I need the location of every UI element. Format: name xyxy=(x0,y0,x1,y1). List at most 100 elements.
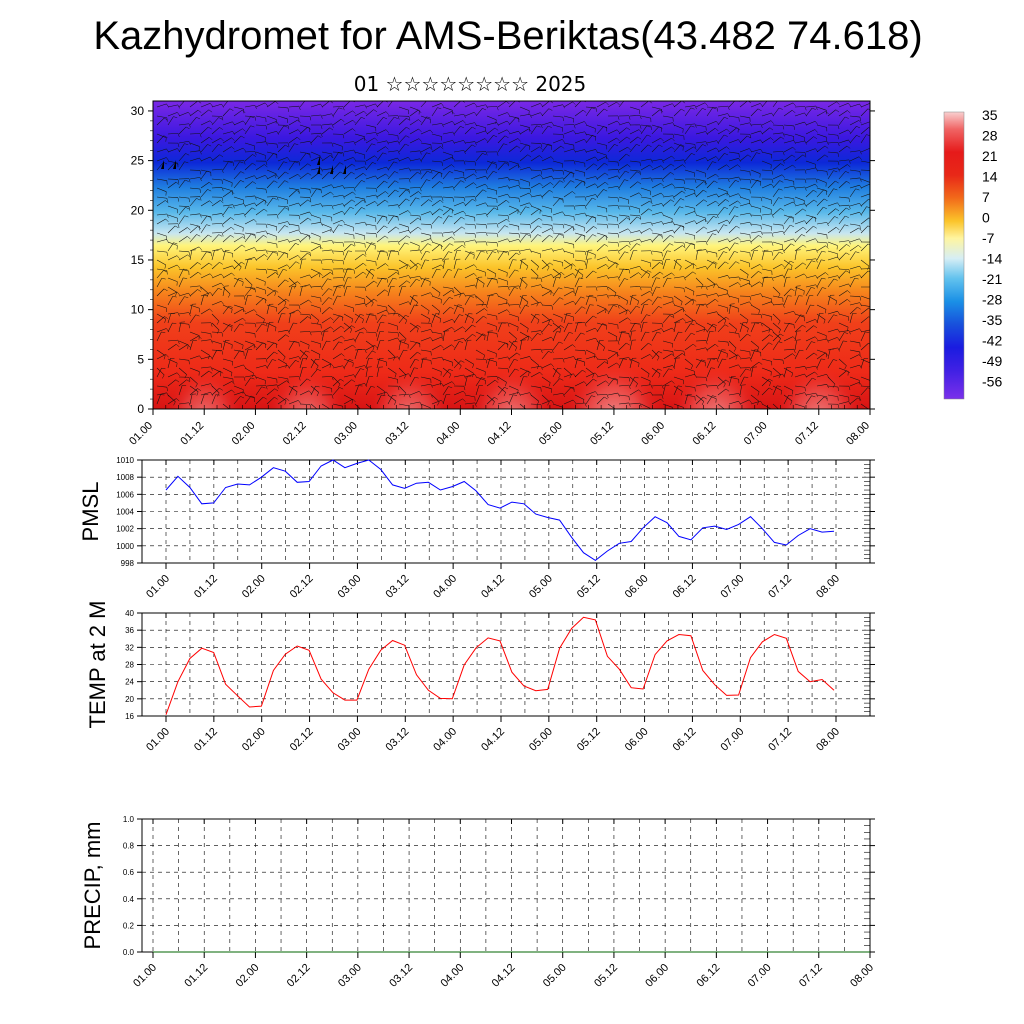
wind-barb xyxy=(453,113,464,117)
wind-barb xyxy=(266,342,275,351)
wind-barb xyxy=(508,130,519,135)
wind-barb xyxy=(266,322,270,333)
wind-barb xyxy=(552,248,563,252)
wind-barb-flag xyxy=(716,311,719,316)
wind-barb-flag xyxy=(517,389,519,394)
wind-barb xyxy=(497,342,506,351)
wind-barb xyxy=(827,295,837,302)
wind-barb-flag xyxy=(315,358,320,361)
wind-barb-flag xyxy=(859,171,861,176)
wind-barb xyxy=(750,340,759,348)
wind-barb xyxy=(706,233,713,243)
wind-barb xyxy=(849,397,859,405)
wind-barb-flag xyxy=(606,224,609,229)
wind-barb xyxy=(497,302,508,306)
wind-barb-flag xyxy=(724,116,729,120)
wind-barb xyxy=(739,277,750,282)
wind-barb xyxy=(453,120,464,126)
wind-barb-flag xyxy=(716,121,719,125)
wind-barb-flag xyxy=(573,356,576,361)
wind-barb xyxy=(761,328,772,333)
wind-barb xyxy=(838,204,849,207)
wind-barb xyxy=(849,156,860,162)
wind-barb-flag xyxy=(185,207,190,210)
wind-barb-flag xyxy=(868,316,870,318)
wind-barb xyxy=(277,221,288,225)
wind-barb xyxy=(431,123,442,126)
wind-barb xyxy=(596,340,605,348)
wind-barb xyxy=(288,129,299,135)
wind-barb xyxy=(563,169,574,174)
wind-barb-flag xyxy=(427,170,431,173)
wind-barb-flag xyxy=(441,356,444,361)
wind-barb xyxy=(464,122,475,126)
wind-barb-flag xyxy=(161,277,166,280)
wind-barb xyxy=(420,243,428,252)
wind-barb xyxy=(552,259,563,263)
colorbar-label: 28 xyxy=(982,128,998,144)
wind-barb xyxy=(420,116,427,126)
wind-barb xyxy=(167,394,176,402)
wind-barb-flag xyxy=(768,342,773,345)
wind-barb-flag xyxy=(430,323,433,328)
wind-barb xyxy=(310,151,321,157)
wind-barb-flag xyxy=(757,108,762,112)
wind-barb-flag xyxy=(161,367,166,370)
wind-barb xyxy=(651,203,662,207)
wind-barb xyxy=(453,374,464,378)
wind-barb-flag xyxy=(835,109,840,113)
wind-barb xyxy=(288,202,299,207)
y-tick-label: 998 xyxy=(121,559,135,568)
wind-barb-flag xyxy=(188,360,190,365)
wind-barb-flag xyxy=(459,341,464,343)
wind-barb-flag xyxy=(177,340,180,344)
wind-barb xyxy=(376,215,383,225)
wind-barb xyxy=(838,116,846,126)
wind-barb xyxy=(255,102,266,108)
wind-barb xyxy=(607,322,618,326)
wind-barb-flag xyxy=(474,169,477,174)
wind-barb-flag xyxy=(639,162,641,167)
wind-barb-flag xyxy=(804,387,806,392)
wind-barb-flag xyxy=(392,277,397,280)
warm-anomaly xyxy=(563,333,664,409)
wind-barb xyxy=(684,146,694,153)
wind-barb-flag xyxy=(845,207,850,211)
x-tick-label: 05.12 xyxy=(592,962,620,990)
wind-barb-flag xyxy=(418,191,422,195)
wind-barb xyxy=(200,273,211,279)
wind-barb xyxy=(530,314,536,324)
wind-barb xyxy=(761,367,772,372)
wind-barb-flag xyxy=(562,234,564,239)
wind-barb-flag xyxy=(626,127,631,131)
wind-barb xyxy=(805,352,815,360)
wind-barb xyxy=(486,397,495,405)
wind-barb xyxy=(750,271,759,279)
wind-barb-flag xyxy=(250,377,255,380)
wind-barb-flag xyxy=(284,252,289,255)
wind-barb xyxy=(255,298,264,306)
wind-barb-flag xyxy=(484,336,486,341)
wind-barb-flag xyxy=(397,356,400,361)
wind-barb-flag xyxy=(407,210,411,214)
wind-barb xyxy=(706,106,717,108)
wind-barb xyxy=(365,162,373,171)
wind-barb xyxy=(563,385,574,389)
wind-barb xyxy=(794,262,804,270)
wind-barb xyxy=(255,323,263,333)
wind-barb xyxy=(706,156,717,162)
wind-barb xyxy=(288,385,298,392)
wind-barb xyxy=(794,313,805,318)
wind-barb xyxy=(849,381,860,387)
wind-barb xyxy=(398,242,406,252)
wind-barb xyxy=(640,144,649,153)
wind-barb-flag xyxy=(844,224,849,227)
wind-barb xyxy=(629,331,633,342)
wind-barb-flag xyxy=(650,177,653,182)
wind-barb xyxy=(695,383,706,387)
wind-barb-flag xyxy=(826,384,829,389)
wind-barb-flag xyxy=(221,179,223,185)
wind-barb-flag xyxy=(505,342,509,346)
wind-barb-flag xyxy=(868,127,870,129)
wind-barb xyxy=(783,201,794,207)
